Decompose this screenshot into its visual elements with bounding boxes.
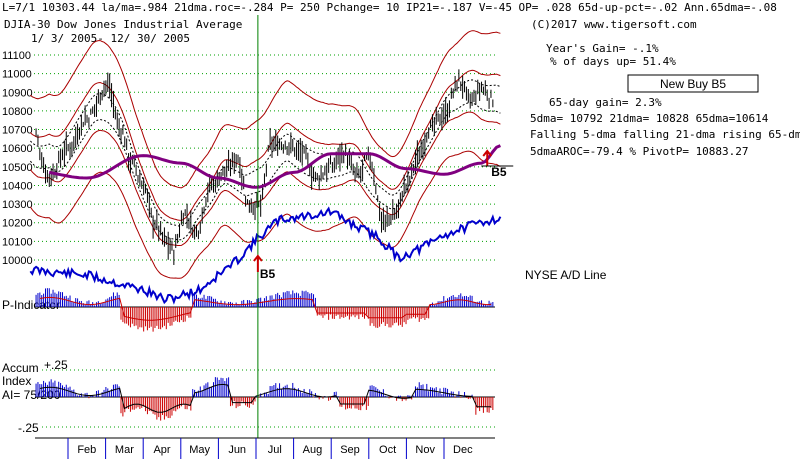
band-outer-lower xyxy=(29,150,501,279)
p-indicator-ma-line xyxy=(39,296,492,321)
month-label: Nov xyxy=(415,444,435,456)
band-inner-lower xyxy=(29,111,501,246)
y-tick-label: 10600 xyxy=(2,143,33,155)
y-tick-label: 10500 xyxy=(2,162,33,174)
index-name: DJIA-30 Dow Jones Industrial Average xyxy=(4,18,242,31)
month-label: Jun xyxy=(228,444,246,456)
month-axis: Feb Mar Apr May Jun Jul Aug Sep Oct Nov Dec xyxy=(67,438,473,459)
price-axis-labels: 11100 11000 10900 10800 10700 10600 10500 10400… xyxy=(2,50,33,267)
y-tick-label: 10400 xyxy=(2,180,33,192)
month-label: Mar xyxy=(115,444,134,456)
month-label: Sep xyxy=(340,444,360,456)
band-inner-upper xyxy=(30,69,501,221)
month-label: Apr xyxy=(153,444,170,456)
pct-days-up: % of days up= 51.4% xyxy=(550,55,676,68)
p-indicator-histogram xyxy=(35,288,494,332)
signal-box xyxy=(627,74,759,93)
y-tick-label: 10100 xyxy=(2,236,33,248)
month-label: Dec xyxy=(453,444,473,456)
y-tick-label: 10900 xyxy=(2,87,33,99)
accum-histogram xyxy=(35,377,494,421)
price-gridlines xyxy=(34,54,495,261)
price-bars xyxy=(35,69,494,265)
years-gain: Year's Gain= -.1% xyxy=(546,42,659,55)
dma-values: 5dma= 10792 21dma= 10828 65dma=10614 xyxy=(530,112,769,125)
signal-b5-mid: B5 xyxy=(260,267,276,281)
accum-plus: +.25 xyxy=(44,358,68,372)
signal-b5-right: B5 xyxy=(491,165,507,179)
nyse-ad-label: NYSE A/D Line xyxy=(525,268,607,282)
copyright: (C)2017 www.tigersoft.com xyxy=(531,18,697,31)
month-label: Aug xyxy=(303,444,323,456)
bollinger-bands xyxy=(29,30,501,279)
accum-ai: AI= 75/200 xyxy=(2,388,61,402)
y-tick-label: 10200 xyxy=(2,218,33,230)
ma65-line xyxy=(48,144,501,189)
gain-65: 65-day gain= 2.3% xyxy=(549,96,662,109)
band-dotted-upper xyxy=(30,79,501,227)
accum-title: Accum xyxy=(2,361,39,375)
month-label: Jul xyxy=(268,444,282,456)
accum-ma-line xyxy=(39,383,491,413)
y-tick-label: 10700 xyxy=(2,125,33,137)
header-stats-line: L=7/1 10303.44 la/ma=.984 21dma.roc=-.28… xyxy=(2,1,777,14)
accum-minus: -.25 xyxy=(18,421,39,435)
band-outer-upper xyxy=(30,30,501,189)
buy-arrow-mid xyxy=(253,254,263,272)
y-tick-label: 11000 xyxy=(2,69,32,81)
buy-arrow-right xyxy=(482,149,493,166)
y-tick-label: 10000 xyxy=(2,255,33,267)
accum-index-label: Index xyxy=(2,374,31,388)
y-tick-label: 10300 xyxy=(2,199,33,211)
y-tick-label: 10800 xyxy=(2,106,33,118)
signal-box-label: New Buy B5 xyxy=(660,77,726,91)
month-label: Oct xyxy=(379,444,396,456)
month-label: May xyxy=(189,444,210,456)
aroc-text: 5dmaAROC=-79.4 % PivotP= 10883.27 xyxy=(530,145,749,158)
y-tick-label: 11100 xyxy=(2,50,31,62)
date-range: 1/ 3/ 2005- 12/ 30/ 2005 xyxy=(31,32,190,45)
month-label: Feb xyxy=(77,444,96,456)
nyse-ad-line xyxy=(29,206,502,305)
trend-text: Falling 5-dma falling 21-dma rising 65-d… xyxy=(530,128,800,141)
